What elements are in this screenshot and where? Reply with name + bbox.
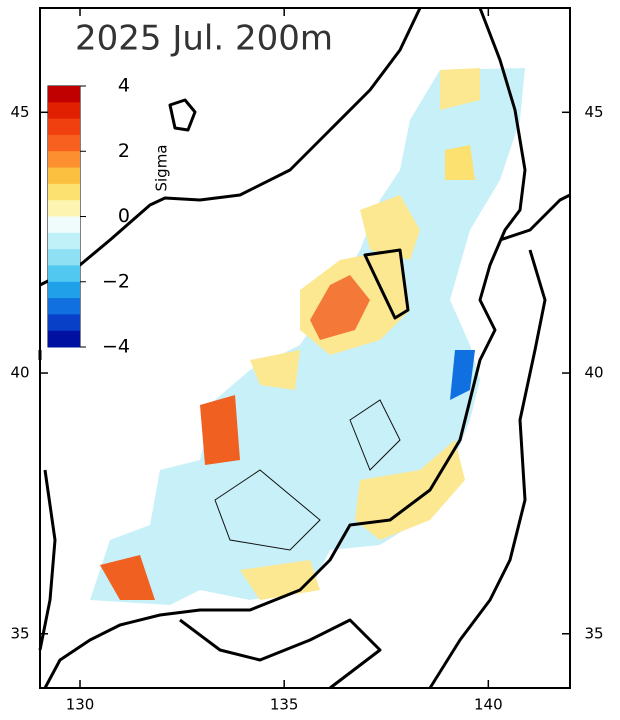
warm-area [440,68,480,110]
y-tick-label: 45 [10,103,29,121]
colorbar-band [48,216,80,234]
y-tick-label: 45 [584,103,603,121]
colorbar-band [48,102,80,120]
colorbar-tick-label: 0 [118,205,130,227]
colorbar-band [48,183,80,201]
colorbar-band [48,118,80,136]
colorbar-band [48,232,80,250]
warm-area [200,395,240,465]
colorbar-band [48,330,80,348]
colorbar-band [48,281,80,299]
coastlines [38,7,571,690]
colorbar-band [48,151,80,169]
colorbar-tick-label: 4 [118,75,130,97]
colorbar-band [48,134,80,152]
coastline [179,618,382,690]
map-title: 2025 Jul. 200m [75,19,333,59]
contour [349,399,401,471]
colorbar-band [48,167,80,185]
coastline [39,7,422,287]
x-tick-label: 135 [270,696,299,714]
anomaly-field [90,68,525,605]
colorbar-tick-label: −2 [102,270,130,292]
colorbar-label: Sigma [153,144,171,191]
colorbar-tick-label: 2 [118,140,130,162]
island [168,98,197,132]
colorbar-band [48,200,80,217]
y-tick-label: 35 [584,624,603,642]
island [363,248,410,320]
x-tick-label: 140 [474,696,503,714]
coastline [428,249,547,689]
warm-area [360,195,420,260]
warm-area [445,145,475,180]
x-tick-label: 130 [66,696,95,714]
colorbar-band [48,314,80,332]
colorbar-tick-label: −4 [102,336,130,358]
colorbar-band [48,298,80,315]
warm-area [100,555,155,600]
colorbar-band [48,265,80,283]
warm-area [250,350,300,390]
coastline [499,193,571,242]
y-tick-label: 40 [584,364,603,382]
contour [214,469,321,551]
warm-area [355,440,465,540]
y-tick-label: 35 [10,624,29,642]
cold-area [450,350,475,400]
y-tick-label: 40 [10,364,29,382]
map-frame [39,7,571,689]
colorbar-band [48,86,80,103]
coastline [43,7,527,689]
warm-area [310,275,370,340]
colorbar-band [48,249,80,266]
